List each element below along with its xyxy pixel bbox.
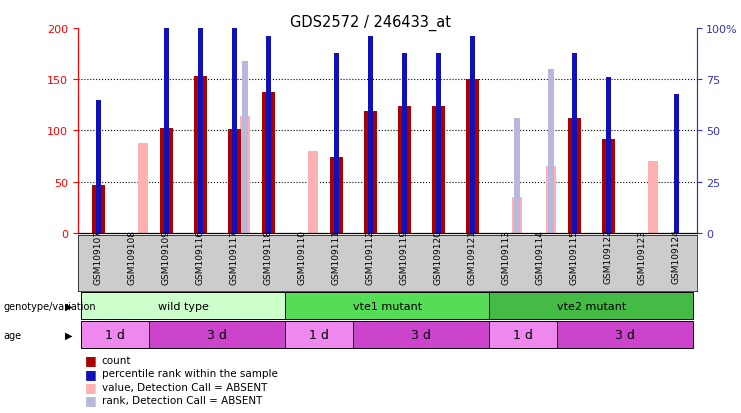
Bar (240, 117, 250, 233)
Text: rank, Detection Call = ABSENT: rank, Detection Call = ABSENT (102, 395, 262, 405)
Text: ▶: ▶ (65, 301, 73, 311)
Bar (674, 94, 679, 100)
Text: 1 d: 1 d (309, 328, 329, 342)
FancyBboxPatch shape (489, 321, 557, 349)
Bar (333, 53, 339, 59)
Text: ■: ■ (85, 380, 97, 393)
Bar (512, 197, 522, 233)
Text: 1 d: 1 d (514, 328, 533, 342)
Bar (364, 112, 376, 233)
Bar (470, 37, 475, 233)
Bar (402, 53, 407, 59)
Text: ■: ■ (85, 354, 97, 367)
Text: ■: ■ (85, 367, 97, 380)
Bar (368, 37, 373, 42)
Bar (674, 94, 679, 233)
Bar (602, 139, 614, 233)
Text: vte2 mutant: vte2 mutant (556, 301, 626, 311)
FancyBboxPatch shape (353, 321, 489, 349)
Text: 1 d: 1 d (105, 328, 125, 342)
Bar (514, 119, 520, 233)
Bar (198, 29, 203, 233)
Bar (436, 53, 441, 233)
Bar (139, 143, 148, 233)
Bar (605, 78, 611, 83)
Bar (198, 29, 203, 34)
Text: percentile rank within the sample: percentile rank within the sample (102, 368, 277, 378)
FancyBboxPatch shape (285, 292, 489, 320)
Bar (398, 107, 411, 233)
Bar (265, 37, 270, 233)
Bar (571, 53, 576, 59)
Text: ▶: ▶ (65, 330, 73, 340)
Bar (227, 130, 241, 233)
Text: age: age (4, 330, 21, 340)
Bar (92, 185, 104, 233)
FancyBboxPatch shape (557, 321, 693, 349)
Bar (308, 152, 318, 233)
Bar (262, 92, 275, 233)
Text: 3 d: 3 d (615, 328, 635, 342)
Bar (605, 78, 611, 233)
Text: genotype/variation: genotype/variation (4, 301, 96, 311)
Text: GDS2572 / 246433_at: GDS2572 / 246433_at (290, 14, 451, 31)
Bar (330, 158, 342, 233)
Bar (465, 80, 479, 233)
Bar (368, 37, 373, 233)
Bar (96, 100, 101, 106)
Bar (436, 53, 441, 59)
FancyBboxPatch shape (149, 321, 285, 349)
Text: wild type: wild type (158, 301, 209, 311)
Text: 3 d: 3 d (411, 328, 431, 342)
Text: count: count (102, 355, 131, 365)
Bar (432, 107, 445, 233)
Bar (232, 29, 236, 233)
Bar (164, 29, 169, 233)
Bar (164, 29, 169, 34)
FancyBboxPatch shape (82, 321, 149, 349)
Bar (568, 119, 581, 233)
FancyBboxPatch shape (82, 292, 285, 320)
Bar (648, 162, 658, 233)
Bar (96, 100, 101, 233)
Bar (571, 53, 576, 233)
Bar (333, 53, 339, 233)
Bar (160, 129, 173, 233)
Bar (193, 77, 207, 233)
Bar (242, 62, 248, 233)
Bar (232, 29, 236, 34)
Text: vte1 mutant: vte1 mutant (353, 301, 422, 311)
Text: value, Detection Call = ABSENT: value, Detection Call = ABSENT (102, 382, 267, 392)
Bar (402, 53, 407, 233)
Bar (546, 167, 556, 233)
FancyBboxPatch shape (285, 321, 353, 349)
Text: ■: ■ (85, 393, 97, 406)
FancyBboxPatch shape (489, 292, 693, 320)
Text: 3 d: 3 d (207, 328, 227, 342)
Bar (470, 37, 475, 42)
Bar (265, 37, 270, 42)
Bar (548, 70, 554, 233)
